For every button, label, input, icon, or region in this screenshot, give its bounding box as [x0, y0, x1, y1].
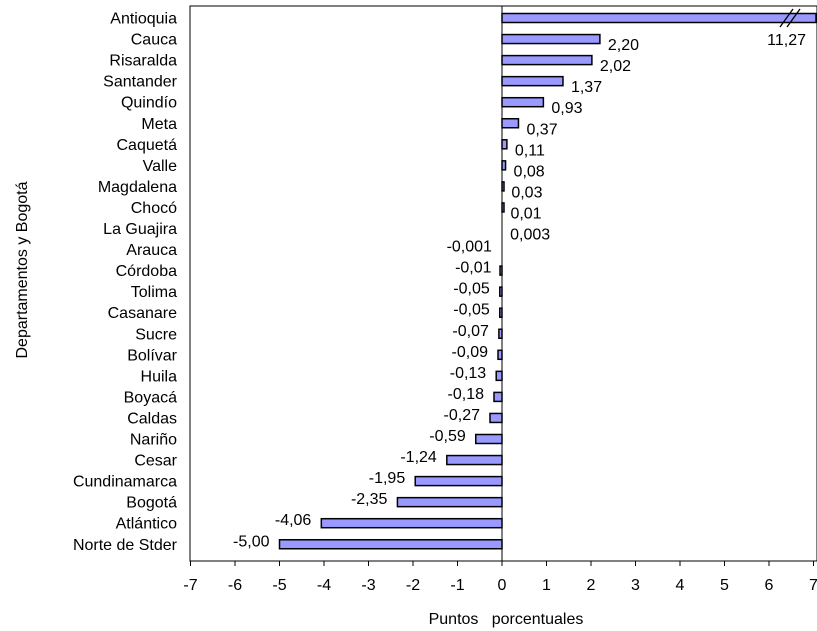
bar	[501, 139, 508, 150]
x-tick-label: -2	[406, 577, 420, 594]
category-label: Huila	[141, 368, 178, 385]
bar	[501, 12, 817, 24]
category-label: Meta	[141, 116, 177, 133]
data-label: -0,59	[429, 428, 466, 445]
data-label: -0,18	[448, 386, 485, 403]
category-label: Norte de Stder	[73, 537, 178, 554]
category-label: Sucre	[135, 326, 177, 343]
data-label: 0,37	[526, 121, 557, 138]
data-label: 2,20	[608, 37, 639, 54]
data-label: -1,95	[369, 470, 406, 487]
x-tick-label: 6	[765, 577, 774, 594]
category-label: Magdalena	[98, 179, 177, 196]
bar	[414, 475, 503, 487]
data-label: 1,37	[571, 79, 602, 96]
bar	[501, 118, 520, 129]
category-label: Caquetá	[117, 137, 178, 154]
category-label: Cundinamarca	[73, 474, 177, 491]
bar	[493, 391, 503, 403]
data-label: -0,27	[444, 407, 481, 424]
category-label: Arauca	[126, 242, 177, 259]
axis-break-mark	[779, 8, 794, 28]
data-label: -0,13	[450, 365, 487, 382]
data-label: -0,01	[455, 260, 492, 277]
data-label: -0,001	[447, 239, 492, 256]
data-label: -0,07	[452, 323, 489, 340]
data-label: -1,24	[400, 449, 437, 466]
data-label: -0,09	[452, 344, 489, 361]
x-tick-label: -5	[272, 577, 286, 594]
x-tick-label: 2	[587, 577, 596, 594]
x-tick-label: 5	[720, 577, 729, 594]
data-label: 0,11	[515, 142, 545, 159]
category-label: Valle	[143, 158, 177, 175]
bar	[446, 454, 503, 466]
bar	[501, 75, 564, 87]
data-label: 0,08	[514, 163, 545, 180]
axis-break-mark	[786, 8, 801, 28]
category-label: Risaralda	[109, 53, 177, 70]
category-label: Caldas	[127, 410, 177, 427]
category-label: Antioquia	[110, 11, 177, 28]
category-label: Bolívar	[127, 347, 177, 364]
category-label: Nariño	[130, 432, 177, 449]
x-tick-label: 4	[676, 577, 685, 594]
x-tick-label: -7	[183, 577, 197, 594]
x-tick-label: -4	[317, 577, 331, 594]
data-label: 0,03	[511, 184, 542, 201]
category-label: Boyacá	[124, 389, 177, 406]
bar	[278, 539, 503, 550]
category-label: Córdoba	[116, 263, 177, 280]
x-tick-label: 1	[542, 577, 551, 594]
category-label: Cesar	[134, 453, 177, 470]
bar	[501, 160, 507, 171]
data-label: -2,35	[351, 491, 388, 508]
bar	[474, 433, 503, 445]
bar	[320, 517, 503, 529]
x-tick-label: -6	[228, 577, 242, 594]
category-label: Tolima	[131, 284, 177, 301]
x-tick-label: -3	[361, 577, 375, 594]
data-label: 2,02	[600, 58, 631, 75]
data-label: -0,05	[453, 302, 490, 319]
bar	[489, 412, 503, 424]
bar	[495, 370, 503, 382]
plot-area	[189, 5, 817, 562]
category-label: Cauca	[131, 32, 177, 49]
data-label: -4,06	[275, 512, 312, 529]
category-label: Casanare	[108, 305, 177, 322]
data-label: 0,003	[510, 227, 550, 244]
category-label: Bogotá	[126, 495, 177, 512]
category-label: Santander	[103, 74, 178, 91]
y-axis-title: Departamentos y Bogotá	[14, 181, 31, 358]
data-label: -5,00	[233, 533, 270, 550]
category-label: La Guajira	[103, 221, 177, 238]
x-axis-title: Puntos porcentuales	[429, 611, 584, 628]
bar	[501, 33, 601, 45]
bar	[501, 96, 545, 108]
bar	[497, 349, 503, 361]
data-label: 11,27	[767, 32, 806, 49]
x-tick-label: 3	[631, 577, 640, 594]
x-tick-label: 0	[498, 577, 507, 594]
category-label: Quindío	[121, 95, 177, 112]
bar	[501, 54, 593, 66]
data-label: 0,01	[510, 205, 541, 222]
category-label: Atlántico	[116, 516, 177, 533]
bar	[396, 496, 503, 508]
x-tick-label: -1	[450, 577, 464, 594]
category-label: Chocó	[131, 200, 177, 217]
data-label: -0,05	[453, 281, 490, 298]
x-tick-label: 7	[809, 577, 817, 594]
data-label: 0,93	[551, 100, 582, 117]
